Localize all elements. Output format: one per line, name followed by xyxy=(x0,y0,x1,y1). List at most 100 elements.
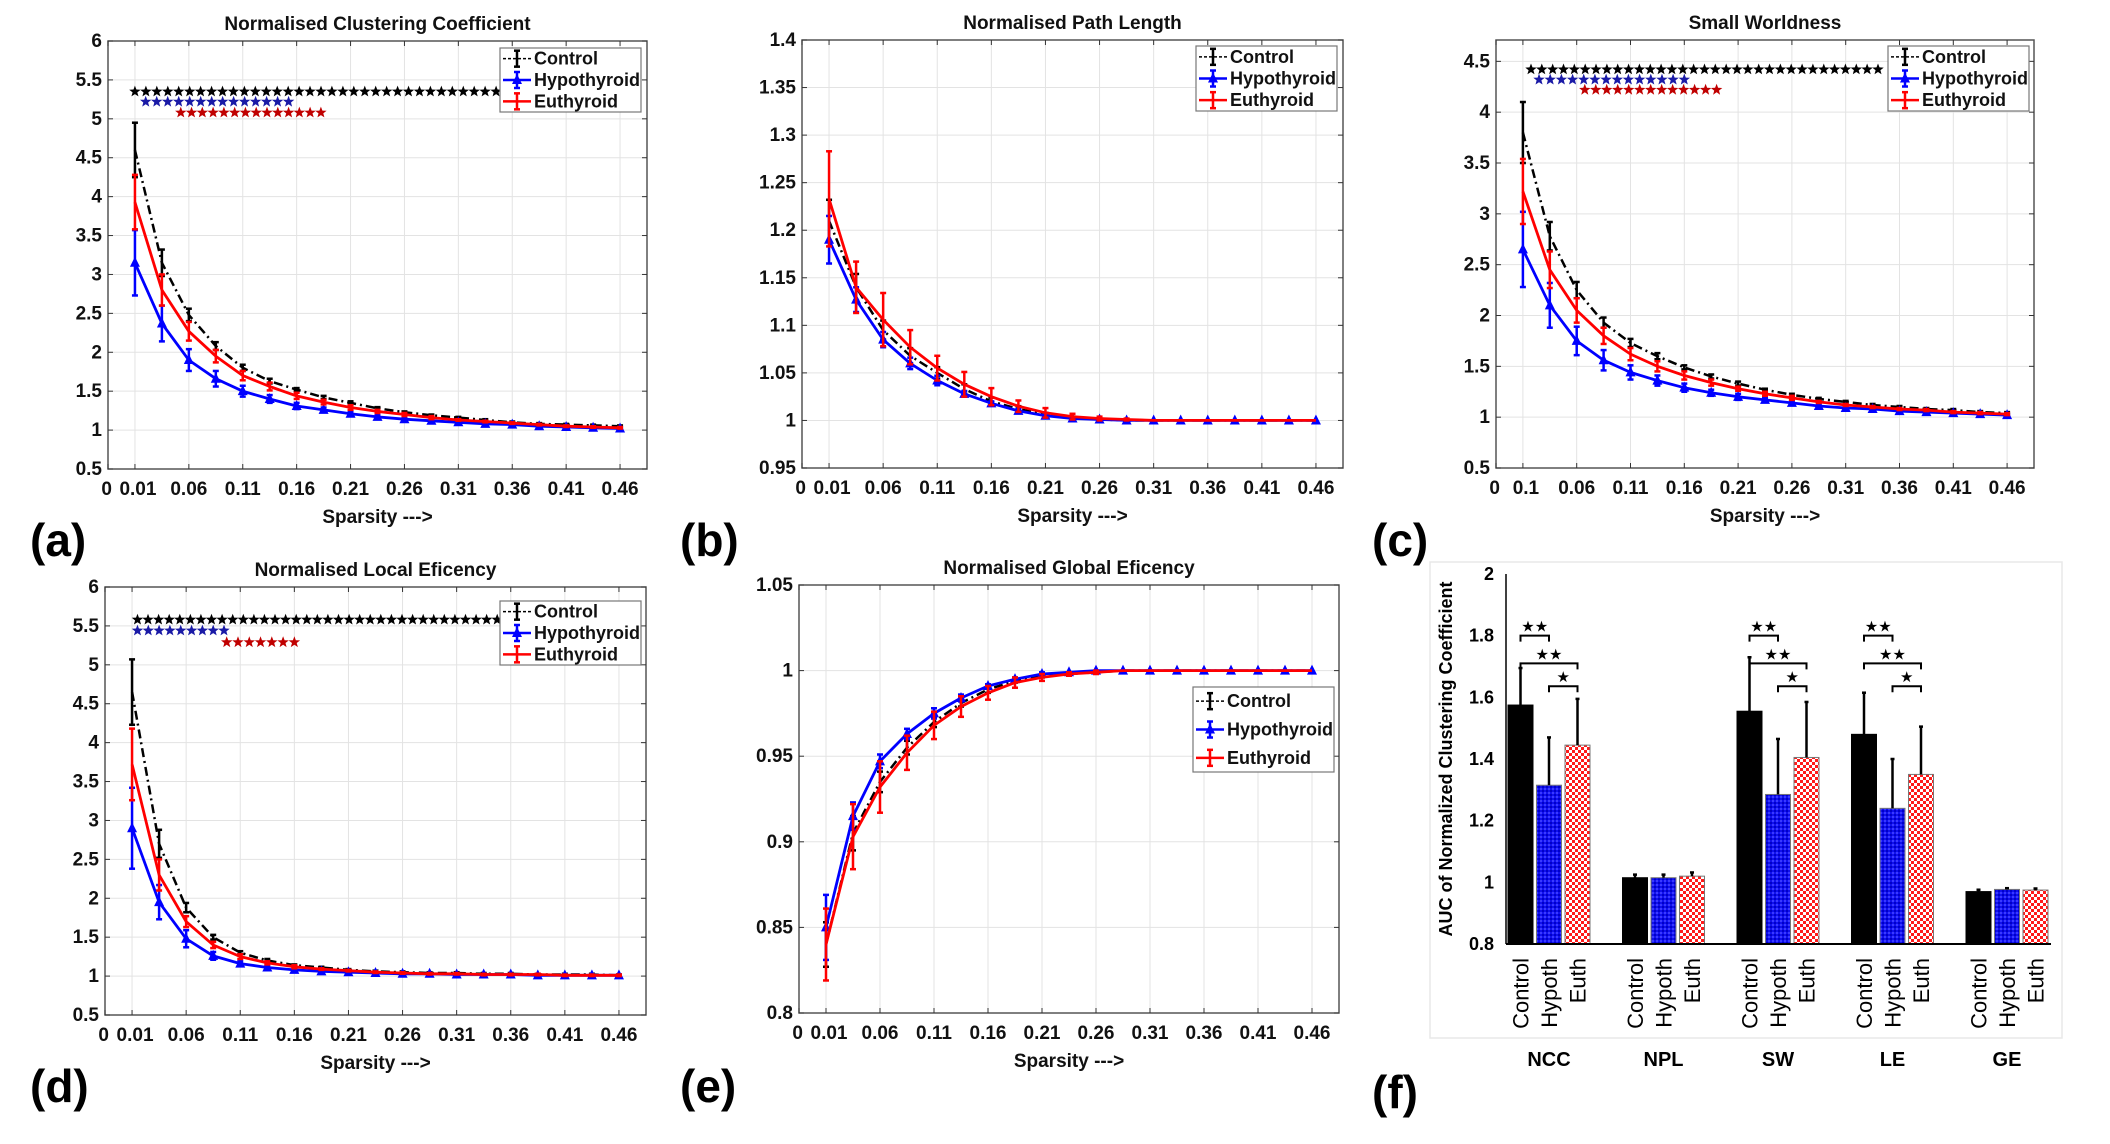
significance-star-icon xyxy=(1839,63,1852,75)
bar-category-label: Euth xyxy=(1680,958,1705,1003)
significance-star-icon xyxy=(359,85,371,97)
x-axis-label: Sparsity ---> xyxy=(1017,506,1127,527)
group-label: NPL xyxy=(1644,1049,1684,1071)
significance-star-icon xyxy=(491,613,503,625)
significance-star-icon xyxy=(1655,63,1667,75)
panel-label: (a) xyxy=(30,514,86,566)
data-point-marker xyxy=(235,957,246,968)
group-label: SW xyxy=(1762,1049,1794,1071)
y-tick-label: 1.8 xyxy=(1469,626,1494,646)
legend-label: Hypothyroid xyxy=(534,623,640,643)
significance-label: ★★ xyxy=(1521,618,1548,636)
data-point-marker xyxy=(181,932,192,943)
significance-star-icon xyxy=(1566,73,1579,85)
x-tick-label: 0.31 xyxy=(1135,478,1172,499)
panel-label: (b) xyxy=(680,514,739,566)
bar-category-label: Euth xyxy=(1566,958,1591,1003)
x-tick-label: 0.16 xyxy=(973,478,1010,499)
panel-label: (f) xyxy=(1372,1066,1418,1118)
x-tick-label: 0.41 xyxy=(1240,1023,1277,1044)
significance-star-icon xyxy=(1612,83,1624,95)
x-tick-label: 0.06 xyxy=(865,478,902,499)
bar-chart-panel-f: 0.8 1 1.2 1.4 1.6 1.8 2 Control Control Control Co… xyxy=(1372,561,2063,1118)
significance-bracket xyxy=(1891,685,1922,693)
significance-star-icon xyxy=(271,85,283,97)
significance-star-icon xyxy=(152,613,165,625)
y-tick-label: 5.5 xyxy=(76,70,103,91)
data-point-marker xyxy=(127,822,138,833)
significance-star-icon xyxy=(207,106,219,118)
significance-bracket xyxy=(1519,634,1550,642)
bar-category-label: Hypoth xyxy=(1537,958,1562,1028)
x-tick-label: 0.16 xyxy=(276,1025,313,1046)
significance-star-icon xyxy=(1590,83,1602,95)
x-tick-label: 0 xyxy=(795,478,806,499)
x-tick-label: 0.46 xyxy=(1297,478,1334,499)
x-tick-label: 0.06 xyxy=(1558,478,1595,499)
significance-star-icon xyxy=(1557,63,1570,75)
significance-star-icon xyxy=(239,106,252,118)
bar-control-npl xyxy=(1622,877,1648,945)
y-tick-label: 1 xyxy=(88,966,99,987)
legend-label: Control xyxy=(534,49,598,69)
y-tick-label: 3 xyxy=(91,264,102,285)
significance-star-icon xyxy=(1633,63,1646,75)
bar-control-ge xyxy=(1965,891,1992,945)
significance-star-icon xyxy=(282,95,295,107)
x-axis-label: Sparsity ---> xyxy=(1014,1051,1124,1072)
x-tick-label: 0.11 xyxy=(1613,478,1649,499)
legend-marker-icon xyxy=(1900,72,1910,83)
significance-star-icon xyxy=(290,613,302,625)
data-point-marker xyxy=(1544,299,1555,310)
significance-star-icon xyxy=(468,85,480,97)
significance-label: ★★ xyxy=(1750,618,1777,636)
data-point-marker xyxy=(1760,393,1770,404)
significance-star-icon xyxy=(304,106,316,118)
x-tick-label: 0.26 xyxy=(1773,478,1810,499)
significance-star-icon xyxy=(304,85,316,97)
significance-star-icon xyxy=(1622,63,1635,75)
significance-star-icon xyxy=(282,85,294,97)
x-tick-label: 0 xyxy=(101,479,112,500)
y-tick-label: 2.5 xyxy=(76,303,103,324)
significance-star-icon xyxy=(1568,63,1581,75)
significance-star-icon xyxy=(288,636,301,648)
legend-label: Euthyroid xyxy=(534,91,618,111)
significance-star-icon xyxy=(301,613,313,625)
y-tick-label: 6 xyxy=(88,577,99,598)
significance-star-icon xyxy=(216,95,229,107)
significance-bracket xyxy=(1748,662,1808,670)
data-point-marker xyxy=(372,410,383,421)
significance-star-icon xyxy=(282,106,295,118)
significance-star-icon xyxy=(175,624,187,636)
significance-star-icon xyxy=(271,95,284,107)
significance-star-icon xyxy=(1861,63,1873,75)
significance-star-icon xyxy=(221,636,233,648)
chart-title: Normalised Clustering Coefficient xyxy=(224,14,531,35)
significance-star-icon xyxy=(174,613,186,625)
significance-bracket xyxy=(1519,662,1579,670)
significance-star-icon xyxy=(279,613,292,625)
significance-star-icon xyxy=(184,95,196,107)
significance-star-icon xyxy=(375,613,387,625)
significance-star-icon xyxy=(1666,63,1678,75)
x-tick-label: 0.11 xyxy=(919,478,955,499)
legend-item-hypothyroid: Hypothyroid xyxy=(503,70,640,90)
significance-star-icon xyxy=(326,85,338,97)
significance-star-icon xyxy=(1699,83,1712,95)
x-tick-label: 0.06 xyxy=(862,1023,899,1044)
significance-star-icon xyxy=(218,106,230,118)
significance-label: ★ xyxy=(1900,668,1913,686)
significance-star-icon xyxy=(238,95,251,107)
significance-star-icon xyxy=(227,95,240,107)
significance-star-icon xyxy=(1622,73,1635,85)
significance-label: ★★ xyxy=(1765,645,1792,663)
y-tick-label: 0.5 xyxy=(1464,458,1491,479)
significance-star-icon xyxy=(1600,73,1612,85)
significance-star-icon xyxy=(151,95,163,107)
x-tick-label: 0.46 xyxy=(600,1025,637,1046)
x-tick-label: 0.36 xyxy=(492,1025,529,1046)
x-tick-label: 0.01 xyxy=(117,1025,154,1046)
legend-item-euthyroid: Euthyroid xyxy=(1199,90,1314,110)
